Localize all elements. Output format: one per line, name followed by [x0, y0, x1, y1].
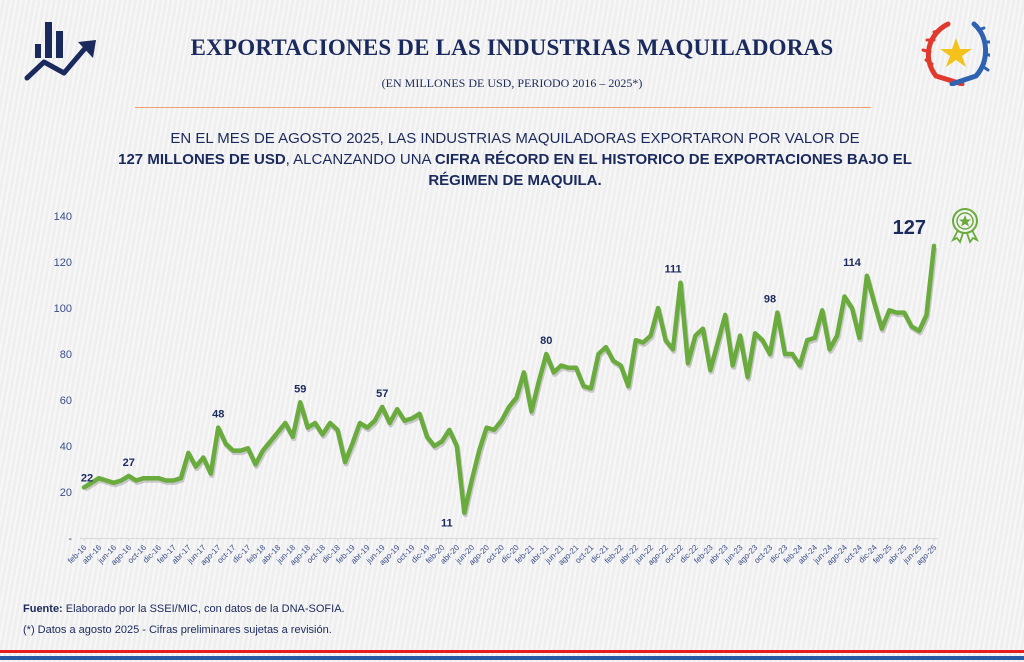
x-axis: feb-16abr-16jun-16ago-16oct-16dic-16feb-… [66, 538, 939, 567]
headline-highlight-regime: RÉGIMEN DE MAQUILA. [428, 172, 602, 189]
data-label: 27 [123, 457, 135, 469]
data-label: 48 [212, 409, 224, 421]
series-line [81, 243, 937, 515]
data-label: 57 [376, 388, 388, 400]
headline-text: , ALCANZANDO UNA [285, 151, 435, 168]
source-note: Fuente: Elaborado por la SSEI/MIC, con d… [23, 603, 345, 615]
y-tick-label: 60 [60, 395, 72, 407]
exports-line-chart: - 20 40 60 80 100 120 140 feb-16abr-16jun-16ago… [54, 208, 980, 567]
source-label: Fuente: [23, 603, 63, 615]
y-tick-label: 80 [60, 349, 72, 361]
award-ribbon-star-icon [950, 208, 980, 244]
y-tick-label: 20 [60, 487, 72, 499]
headline-line-1: EN EL MES DE AGOSTO 2025, LAS INDUSTRIAS… [170, 130, 860, 147]
data-label: 111 [664, 264, 681, 276]
headline: EN EL MES DE AGOSTO 2025, LAS INDUSTRIAS… [100, 128, 930, 191]
source-text: Elaborado por la SSEI/MIC, con datos de … [62, 603, 345, 615]
data-labels: 22 27 48 59 57 11 80 111 98 114 127 [81, 217, 926, 530]
flag-stripe-blue [0, 656, 1024, 660]
star-laurel-emblem-icon [921, 21, 990, 86]
y-tick-label: 140 [54, 211, 72, 223]
preliminary-note: (*) Datos a agosto 2025 - Cifras prelimi… [23, 624, 332, 636]
title-divider [135, 107, 871, 108]
data-label: 59 [294, 383, 306, 395]
flag-stripe-red [0, 650, 1024, 653]
headline-line-2: 127 MILLONES DE USD, ALCANZANDO UNA CIFR… [100, 149, 930, 170]
y-tick-label: 120 [54, 257, 72, 269]
plot-area [81, 243, 938, 518]
page-title: EXPORTACIONES DE LAS INDUSTRIAS MAQUILAD… [190, 35, 834, 60]
headline-highlight-record: CIFRA RÉCORD EN EL HISTORICO DE EXPORTAC… [434, 151, 912, 168]
y-tick-label: 100 [54, 303, 72, 315]
bar-chart-trend-up-icon [24, 22, 96, 81]
data-label: 11 [441, 518, 453, 530]
page-subtitle: (EN MILLONES DE USD, PERIODO 2016 – 2025… [381, 76, 643, 90]
data-label: 98 [764, 294, 776, 306]
y-axis: - 20 40 60 80 100 120 140 [54, 211, 73, 545]
headline-line-3: RÉGIMEN DE MAQUILA. [100, 170, 930, 191]
y-tick-label: 40 [60, 441, 72, 453]
y-tick-label: - [68, 533, 72, 545]
data-label: 127 [893, 217, 926, 239]
data-label: 80 [540, 335, 552, 347]
data-label: 114 [843, 257, 862, 269]
data-label: 22 [81, 472, 93, 484]
headline-highlight-value: 127 MILLONES DE USD [118, 151, 286, 168]
